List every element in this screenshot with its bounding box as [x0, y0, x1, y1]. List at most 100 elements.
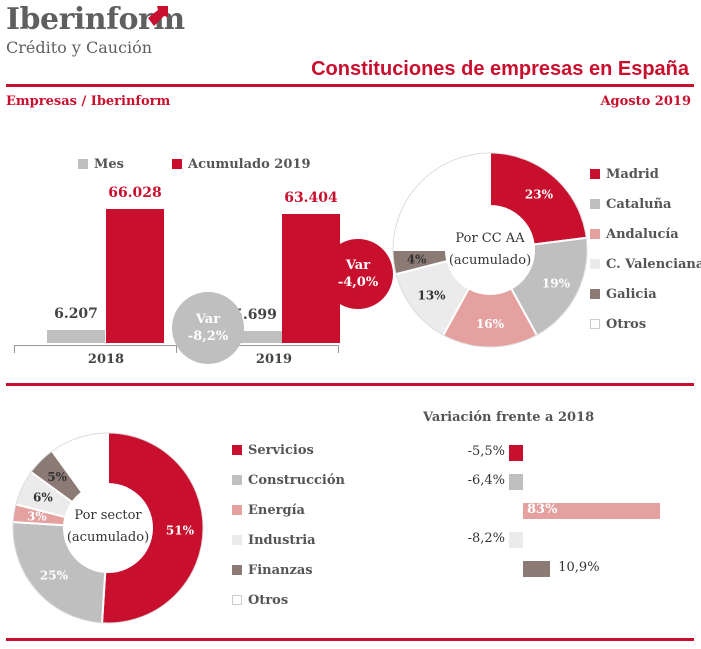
slice-label: 6%: [33, 490, 53, 504]
logo-subtitle: Crédito y Caución: [6, 38, 153, 57]
legend-swatch: [590, 319, 600, 329]
bar-value-label: 6.207: [54, 306, 98, 323]
slice-label: 3%: [27, 510, 47, 524]
footer-rule: [6, 638, 694, 641]
source-label: Empresas / Iberinform: [6, 94, 171, 109]
var-value: -8,2%: [187, 329, 229, 344]
legend-item: Finanzas: [232, 563, 313, 578]
donut-slice: [509, 236, 589, 338]
legend-swatch: [590, 259, 600, 269]
slice-label: 13%: [417, 288, 446, 302]
legend-label: Galicia: [606, 287, 657, 302]
legend-item-acumulado: Acumulado 2019: [172, 157, 311, 172]
legend-label: Energía: [248, 503, 305, 518]
bar: [226, 331, 284, 343]
section-rule: [6, 383, 694, 386]
var-bubble-acumulado: Var -4,0%: [323, 239, 393, 309]
donut-slice: [11, 520, 107, 625]
bar-value-label: 5.699: [233, 307, 277, 324]
x-tick-label: 2019: [255, 352, 293, 367]
donut-ccaa-center: Por CC AA (acumulado): [440, 228, 540, 272]
logo-arrow-icon: [148, 6, 168, 26]
header-rule: [6, 84, 694, 87]
legend-item: Energía: [232, 503, 305, 518]
legend-swatch: [232, 445, 242, 455]
legend-label: Mes: [94, 157, 124, 172]
legend-item-mes: Mes: [78, 157, 124, 172]
legend-label: Andalucía: [606, 227, 679, 242]
page-title: Constituciones de empresas en España: [311, 58, 689, 80]
legend-label: Cataluña: [606, 197, 672, 212]
variation-value: -8,2%: [467, 531, 505, 546]
variation-value: -5,5%: [467, 444, 505, 459]
donut-slice: [100, 430, 205, 625]
bar: [106, 209, 164, 343]
bar-value-label: 63.404: [284, 190, 338, 207]
legend-label: Otros: [248, 593, 289, 608]
slice-label: 19%: [542, 277, 571, 291]
legend-label: Finanzas: [248, 563, 313, 578]
legend-swatch: [78, 159, 88, 169]
bar-value-label: 66.028: [108, 185, 162, 201]
variation-bar: [509, 474, 523, 490]
donut-slice: [390, 150, 491, 251]
legend-swatch: [590, 169, 600, 179]
donut-center-line: Por sector: [74, 508, 142, 523]
var-label: Var: [345, 258, 371, 273]
legend-swatch: [232, 565, 242, 575]
legend-swatch: [232, 505, 242, 515]
donut-center-line: (acumulado): [66, 530, 150, 545]
legend-swatch: [590, 289, 600, 299]
legend-swatch: [172, 159, 182, 169]
axis-tick: [14, 345, 15, 353]
variation-bar: [523, 503, 660, 519]
legend-item: Servicios: [232, 443, 314, 458]
donut-outline: [392, 152, 588, 348]
legend-label: C. Valenciana: [606, 257, 701, 272]
variation-bar: [509, 532, 523, 548]
legend-item: Otros: [232, 593, 288, 608]
legend-label: Industria: [248, 533, 316, 548]
legend-swatch: [232, 535, 242, 545]
legend-item: Madrid: [590, 167, 659, 182]
date-label: Agosto 2019: [600, 94, 691, 109]
slice-label: 4%: [407, 252, 427, 266]
donut-outline: [12, 432, 204, 624]
donut-sector-center: Por sector (acumulado): [58, 505, 158, 549]
variation-value: 83%: [527, 502, 558, 517]
legend-swatch: [232, 595, 242, 605]
legend-item: Galicia: [590, 287, 657, 302]
legend-item: Andalucía: [590, 227, 679, 242]
slice-label: 25%: [40, 569, 69, 583]
legend-item: Otros: [590, 317, 646, 332]
axis-tick: [338, 345, 339, 353]
legend-item: Industria: [232, 533, 316, 548]
bar: [47, 330, 105, 343]
donut-slice: [489, 150, 589, 246]
legend-swatch: [590, 229, 600, 239]
legend-swatch: [590, 199, 600, 209]
legend-item: Cataluña: [590, 197, 671, 212]
donut-ccaa: 23% 19% 16% 13% 4%: [390, 150, 589, 349]
legend-label: Construcción: [248, 473, 345, 488]
legend-swatch: [232, 475, 242, 485]
variation-value: 10,9%: [558, 560, 600, 575]
legend-label: Servicios: [248, 443, 314, 458]
x-tick-label: 2018: [87, 352, 125, 367]
donut-center-line: (acumulado): [448, 253, 532, 268]
slice-label: 23%: [525, 187, 554, 201]
slice-label: 51%: [166, 523, 195, 537]
variation-value: -6,4%: [467, 473, 505, 488]
slice-label: 5%: [47, 470, 67, 484]
legend-label: Otros: [606, 317, 647, 332]
legend-item: C. Valenciana: [590, 257, 701, 272]
slice-label: 16%: [476, 317, 505, 331]
var-value: -4,0%: [337, 275, 379, 290]
variation-bar: [509, 445, 523, 461]
variation-chart-title: Variación frente a 2018: [423, 410, 595, 425]
var-label: Var: [195, 312, 221, 327]
donut-center-line: Por CC AA: [455, 231, 525, 246]
variation-bar: [523, 561, 551, 577]
axis-tick: [176, 345, 177, 353]
legend-item: Construcción: [232, 473, 345, 488]
